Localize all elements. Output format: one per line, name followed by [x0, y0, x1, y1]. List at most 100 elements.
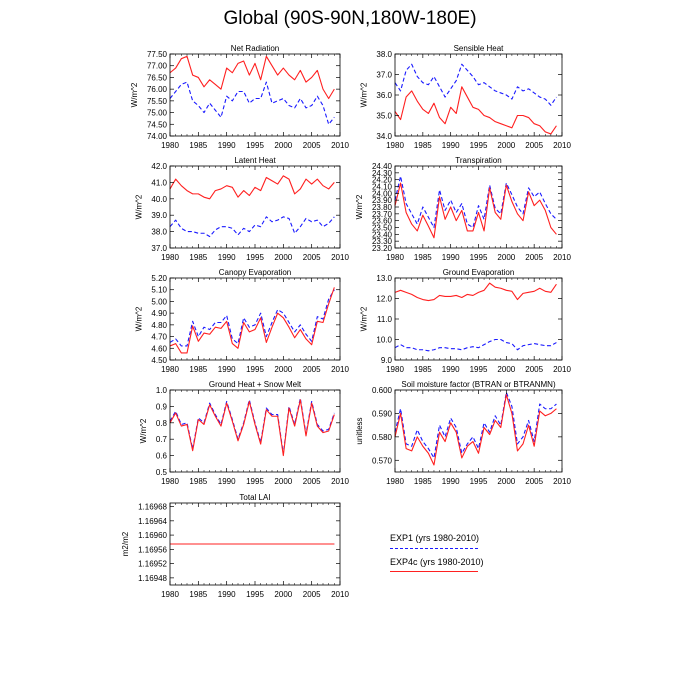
- plot-frame: [169, 165, 341, 249]
- y-axis-label: m2/m2: [121, 531, 130, 556]
- figure-title: Global (90S-90N,180W-180E): [223, 8, 477, 29]
- y-tick-label: 75.50: [147, 97, 168, 106]
- panel-5: 1980 1985 1990 1995 2000 2005 2010 4.50 4.60 4.70…: [135, 268, 350, 374]
- series-line-exp4c: [169, 175, 335, 200]
- x-tick-label: 1980: [386, 365, 404, 374]
- x-tick-label: 1980: [161, 141, 179, 150]
- x-tick-label: 1995: [470, 141, 488, 150]
- series-line-exp1: [394, 338, 557, 352]
- y-tick-label: 24.30: [372, 169, 393, 178]
- y-tick-label: 4.50: [151, 356, 167, 365]
- panel-title: Total LAI: [239, 493, 270, 502]
- x-tick-label: 2005: [525, 365, 543, 374]
- plot-frame: [169, 53, 341, 137]
- y-tick-label: 36.0: [376, 91, 392, 100]
- plot-frame: [169, 277, 341, 361]
- series-line-exp1: [169, 216, 335, 238]
- y-tick-label: 0.570: [372, 456, 393, 465]
- x-tick-label: 1995: [470, 253, 488, 262]
- x-tick-label: 1995: [246, 365, 264, 374]
- y-axis-label: W/m^2: [360, 82, 369, 107]
- x-tick-label: 1980: [386, 477, 404, 486]
- legend: EXP1 (yrs 1980-2010) EXP4c (yrs 1980-201…: [390, 533, 530, 581]
- x-tick-label: 2010: [331, 590, 349, 599]
- y-tick-label: 0.9: [156, 402, 168, 411]
- y-tick-label: 0.7: [156, 435, 168, 444]
- y-tick-label: 38.0: [376, 50, 392, 59]
- y-axis-label: W/m^2: [130, 82, 139, 107]
- y-tick-label: 35.0: [376, 112, 392, 121]
- x-tick-label: 1980: [386, 253, 404, 262]
- x-tick-label: 1985: [414, 477, 432, 486]
- x-tick-label: 1995: [470, 477, 488, 486]
- x-tick-label: 2000: [274, 590, 292, 599]
- y-axis-label: unitless: [355, 417, 364, 444]
- series-line-exp4c: [394, 86, 557, 135]
- y-tick-label: 77.50: [147, 50, 168, 59]
- y-axis-label: W/m^2: [355, 194, 364, 219]
- x-tick-label: 2010: [553, 141, 571, 150]
- y-tick-label: 23.30: [372, 237, 393, 246]
- series-line-exp4c: [169, 55, 335, 100]
- y-tick-label: 11.0: [377, 315, 393, 324]
- y-tick-label: 10.0: [376, 336, 392, 345]
- y-tick-label: 37.0: [376, 71, 392, 80]
- panel-2: 1980 1985 1990 1995 2000 2005 2010 34.0 35.0 36.0…: [360, 44, 572, 150]
- y-tick-label: 37.0: [151, 244, 167, 253]
- x-tick-label: 2010: [331, 477, 349, 486]
- x-tick-label: 1980: [161, 253, 179, 262]
- y-tick-label: 74.50: [147, 120, 168, 129]
- legend-entry-exp1: EXP1 (yrs 1980-2010): [390, 533, 530, 557]
- y-axis-label: W/m^2: [135, 194, 144, 219]
- series-line-exp1: [394, 63, 557, 106]
- y-tick-label: 40.0: [151, 195, 167, 204]
- series-line-exp1: [169, 397, 335, 455]
- x-tick-label: 2010: [331, 365, 349, 374]
- series-line-exp1: [169, 289, 335, 347]
- x-tick-label: 2000: [497, 141, 515, 150]
- y-tick-label: 0.600: [372, 386, 393, 395]
- y-axis-label: W/m^2: [139, 418, 148, 443]
- panel-1: 1980 1985 1990 1995 2000 2005 2010 74.00 74.50 75…: [130, 44, 349, 150]
- x-tick-label: 1980: [386, 141, 404, 150]
- x-tick-label: 2000: [497, 365, 515, 374]
- y-tick-label: 24.10: [372, 183, 393, 192]
- x-tick-label: 2010: [331, 141, 349, 150]
- x-tick-label: 1995: [246, 253, 264, 262]
- y-tick-label: 4.80: [151, 321, 167, 330]
- x-tick-label: 1980: [161, 590, 179, 599]
- panel-title: Ground Evaporation: [443, 268, 515, 277]
- x-tick-label: 2000: [274, 365, 292, 374]
- x-tick-label: 1990: [218, 590, 236, 599]
- x-tick-label: 2005: [303, 141, 321, 150]
- y-tick-label: 76.50: [147, 73, 168, 82]
- y-tick-label: 34.0: [376, 132, 392, 141]
- x-tick-label: 2005: [303, 477, 321, 486]
- panel-8: 1980 1985 1990 1995 2000 2005 2010 0.570 0.580 0.…: [355, 380, 571, 486]
- plot-frame: [169, 389, 341, 473]
- y-tick-label: 23.40: [372, 230, 393, 239]
- series-line-exp4c: [394, 394, 557, 466]
- y-tick-label: 1.0: [156, 386, 168, 395]
- x-tick-label: 2010: [553, 365, 571, 374]
- y-tick-label: 23.90: [372, 196, 393, 205]
- x-tick-label: 2010: [553, 253, 571, 262]
- legend-label-exp1: EXP1 (yrs 1980-2010): [390, 533, 480, 543]
- y-tick-label: 1.16956: [138, 545, 167, 554]
- x-tick-label: 2000: [497, 477, 515, 486]
- y-tick-label: 0.590: [372, 409, 393, 418]
- x-tick-label: 1990: [442, 365, 460, 374]
- y-tick-label: 1.16960: [138, 531, 167, 540]
- y-tick-label: 0.8: [156, 419, 168, 428]
- legend-label-exp4c: EXP4c (yrs 1980-2010): [390, 557, 484, 567]
- panel-title: Sensible Heat: [454, 44, 505, 53]
- y-tick-label: 12.0: [376, 295, 392, 304]
- x-tick-label: 1995: [246, 590, 264, 599]
- panel-title: Latent Heat: [234, 156, 276, 165]
- series-line-exp4c: [169, 399, 335, 457]
- x-tick-label: 1980: [161, 477, 179, 486]
- y-tick-label: 74.00: [147, 132, 168, 141]
- y-tick-label: 0.5: [156, 468, 168, 477]
- y-tick-label: 5.20: [151, 274, 167, 283]
